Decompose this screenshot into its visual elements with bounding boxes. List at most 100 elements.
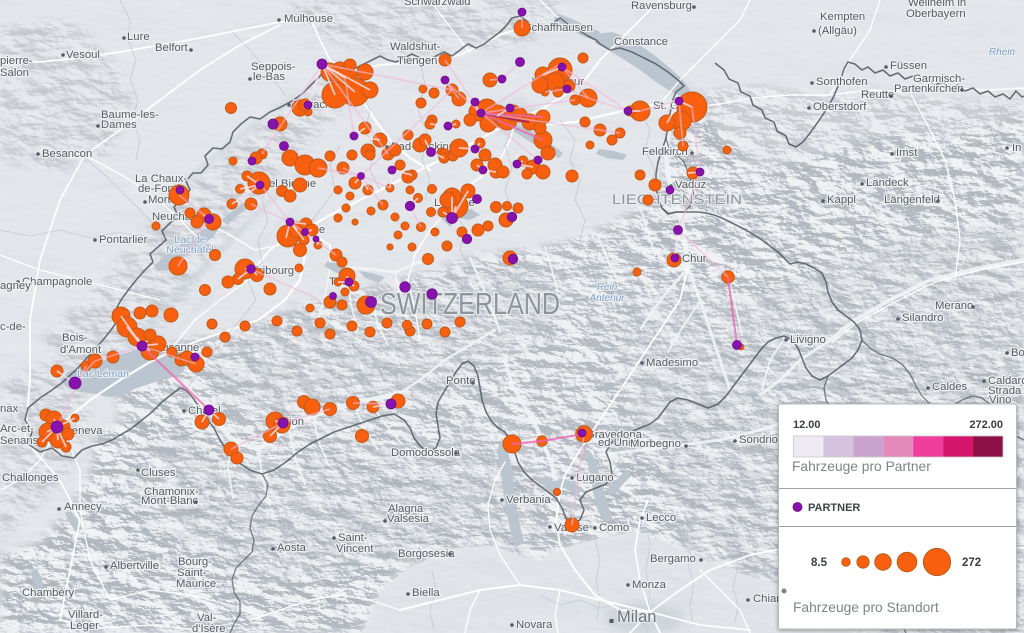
svg-text:Ravensburg: Ravensburg <box>631 0 692 12</box>
svg-text:Maurice: Maurice <box>176 578 216 590</box>
svg-text:el Bienne: el Bienne <box>269 178 316 190</box>
svg-text:Constance: Constance <box>614 36 668 48</box>
svg-text:Milan: Milan <box>617 608 656 626</box>
svg-text:Verbania: Verbania <box>506 494 551 506</box>
svg-text:Rein: Rein <box>597 282 618 293</box>
svg-text:Vesoul: Vesoul <box>66 49 100 61</box>
svg-text:Saint-: Saint- <box>177 567 207 579</box>
svg-text:In: In <box>1012 142 1021 154</box>
svg-text:Strada: Strada <box>988 385 1022 397</box>
svg-text:Madesimo: Madesimo <box>646 357 698 369</box>
svg-text:Annecy: Annecy <box>64 501 102 513</box>
svg-text:Biella: Biella <box>412 587 440 599</box>
svg-text:Füssen: Füssen <box>890 60 927 72</box>
svg-text:Livigno: Livigno <box>790 334 826 346</box>
svg-text:Villard-: Villard- <box>68 609 103 621</box>
svg-text:nax: nax <box>0 403 19 415</box>
svg-text:Dames: Dames <box>101 119 137 131</box>
svg-text:Pontarlier: Pontarlier <box>99 234 148 246</box>
svg-text:(Allgäu): (Allgäu) <box>818 25 857 37</box>
svg-text:Schwarzwald: Schwarzwald <box>404 0 471 8</box>
svg-text:Lac Léman: Lac Léman <box>77 368 129 380</box>
svg-text:Vaduz: Vaduz <box>675 179 707 191</box>
svg-text:Fahrzeuge pro Standort: Fahrzeuge pro Standort <box>793 600 939 615</box>
svg-text:Bol: Bol <box>1011 347 1024 359</box>
svg-text:Challonges: Challonges <box>2 472 59 484</box>
svg-text:Schaffhausen: Schaffhausen <box>524 22 593 34</box>
svg-text:Valsesia: Valsesia <box>387 513 430 525</box>
svg-text:Neuchâtel: Neuchâtel <box>166 244 213 256</box>
svg-text:Längenfeld: Längenfeld <box>884 194 940 206</box>
svg-text:Imst: Imst <box>896 147 918 159</box>
svg-text:Gravedona: Gravedona <box>586 429 643 441</box>
svg-text:Merano: Merano <box>935 300 973 312</box>
svg-text:Mont-Blanc: Mont-Blanc <box>141 495 198 507</box>
svg-text:Senans: Senans <box>0 435 39 447</box>
svg-text:d'Isère: d'Isère <box>192 623 226 633</box>
svg-text:pierre-: pierre- <box>0 55 33 67</box>
svg-text:Salon: Salon <box>0 67 29 79</box>
svg-text:Sondrio: Sondrio <box>739 434 778 446</box>
svg-text:Oberbayern: Oberbayern <box>906 8 966 20</box>
svg-text:Oberstdorf: Oberstdorf <box>813 101 867 113</box>
svg-text:Tiengen: Tiengen <box>397 55 437 67</box>
svg-text:Silandro: Silandro <box>902 312 943 324</box>
svg-text:Ponte: Ponte <box>446 375 476 387</box>
svg-text:Kempten: Kempten <box>820 11 865 23</box>
svg-text:Chur: Chur <box>682 253 707 265</box>
svg-text:Kappl: Kappl <box>827 194 856 206</box>
svg-text:12.00: 12.00 <box>793 419 821 431</box>
svg-text:Saint-: Saint- <box>338 532 368 544</box>
svg-text:LIECHTENSTEIN: LIECHTENSTEIN <box>612 192 742 207</box>
svg-text:Garmisch-: Garmisch- <box>913 73 965 85</box>
svg-text:Lugano: Lugano <box>576 472 614 484</box>
svg-text:SWITZERLAND: SWITZERLAND <box>380 286 560 321</box>
svg-text:Reutte: Reutte <box>861 89 894 101</box>
svg-text:Chamonix-: Chamonix- <box>144 486 199 498</box>
svg-text:Belfort: Belfort <box>155 42 189 54</box>
svg-text:Rhein: Rhein <box>989 47 1016 58</box>
svg-text:Alagna: Alagna <box>388 503 424 515</box>
svg-text:Aosta: Aosta <box>277 542 307 554</box>
svg-text:Domodossola: Domodossola <box>391 447 461 459</box>
svg-text:Besancon: Besancon <box>42 148 92 160</box>
svg-text:ed Uniti,: ed Uniti, <box>598 437 639 449</box>
svg-text:Lecco: Lecco <box>646 512 676 524</box>
svg-text:Borgosesia: Borgosesia <box>398 548 455 560</box>
svg-text:272: 272 <box>962 557 981 569</box>
svg-text:Baume-les-: Baume-les- <box>101 109 159 121</box>
svg-text:agney: agney <box>0 280 31 292</box>
svg-text:Chambéry: Chambéry <box>22 587 74 599</box>
svg-text:Chiari: Chiari <box>753 593 783 605</box>
svg-text:La Chaux-: La Chaux- <box>135 173 187 185</box>
svg-text:Val-: Val- <box>197 612 216 624</box>
svg-text:Bourg-: Bourg- <box>178 556 212 568</box>
svg-text:Cluses: Cluses <box>141 467 176 479</box>
svg-text:c-de-: c-de- <box>0 321 26 333</box>
svg-text:le-Bas: le-Bas <box>253 71 285 83</box>
svg-text:Albertville: Albertville <box>110 560 159 572</box>
svg-text:Fahrzeuge pro Partner: Fahrzeuge pro Partner <box>792 459 931 474</box>
svg-text:Anteriur: Anteriur <box>588 293 625 304</box>
svg-text:Arc-et-: Arc-et- <box>0 423 34 435</box>
svg-text:Novara: Novara <box>516 619 553 631</box>
svg-text:PARTNER: PARTNER <box>808 502 860 514</box>
svg-text:Sonthofen: Sonthofen <box>816 76 868 88</box>
svg-text:8.5: 8.5 <box>811 557 828 569</box>
svg-text:272.00: 272.00 <box>969 419 1003 431</box>
svg-text:Léger: Léger <box>70 620 99 632</box>
svg-text:Feldkirch: Feldkirch <box>642 146 688 158</box>
svg-text:Landeck: Landeck <box>866 177 909 189</box>
svg-text:Mulhouse: Mulhouse <box>284 13 333 25</box>
svg-text:Caldes: Caldes <box>932 381 968 393</box>
svg-text:Waldshut-: Waldshut- <box>390 41 441 53</box>
svg-text:Partenkirchen: Partenkirchen <box>894 83 964 95</box>
svg-text:Morbegno: Morbegno <box>630 438 681 450</box>
svg-text:Monza: Monza <box>632 579 667 591</box>
svg-text:Lure: Lure <box>127 31 150 43</box>
svg-text:Caldaro: Caldaro <box>988 375 1024 387</box>
svg-text:d'Amont: d'Amont <box>60 344 102 356</box>
svg-text:Bergamo: Bergamo <box>650 553 696 565</box>
svg-text:Vincent: Vincent <box>336 543 374 555</box>
svg-text:Como: Como <box>599 522 629 534</box>
